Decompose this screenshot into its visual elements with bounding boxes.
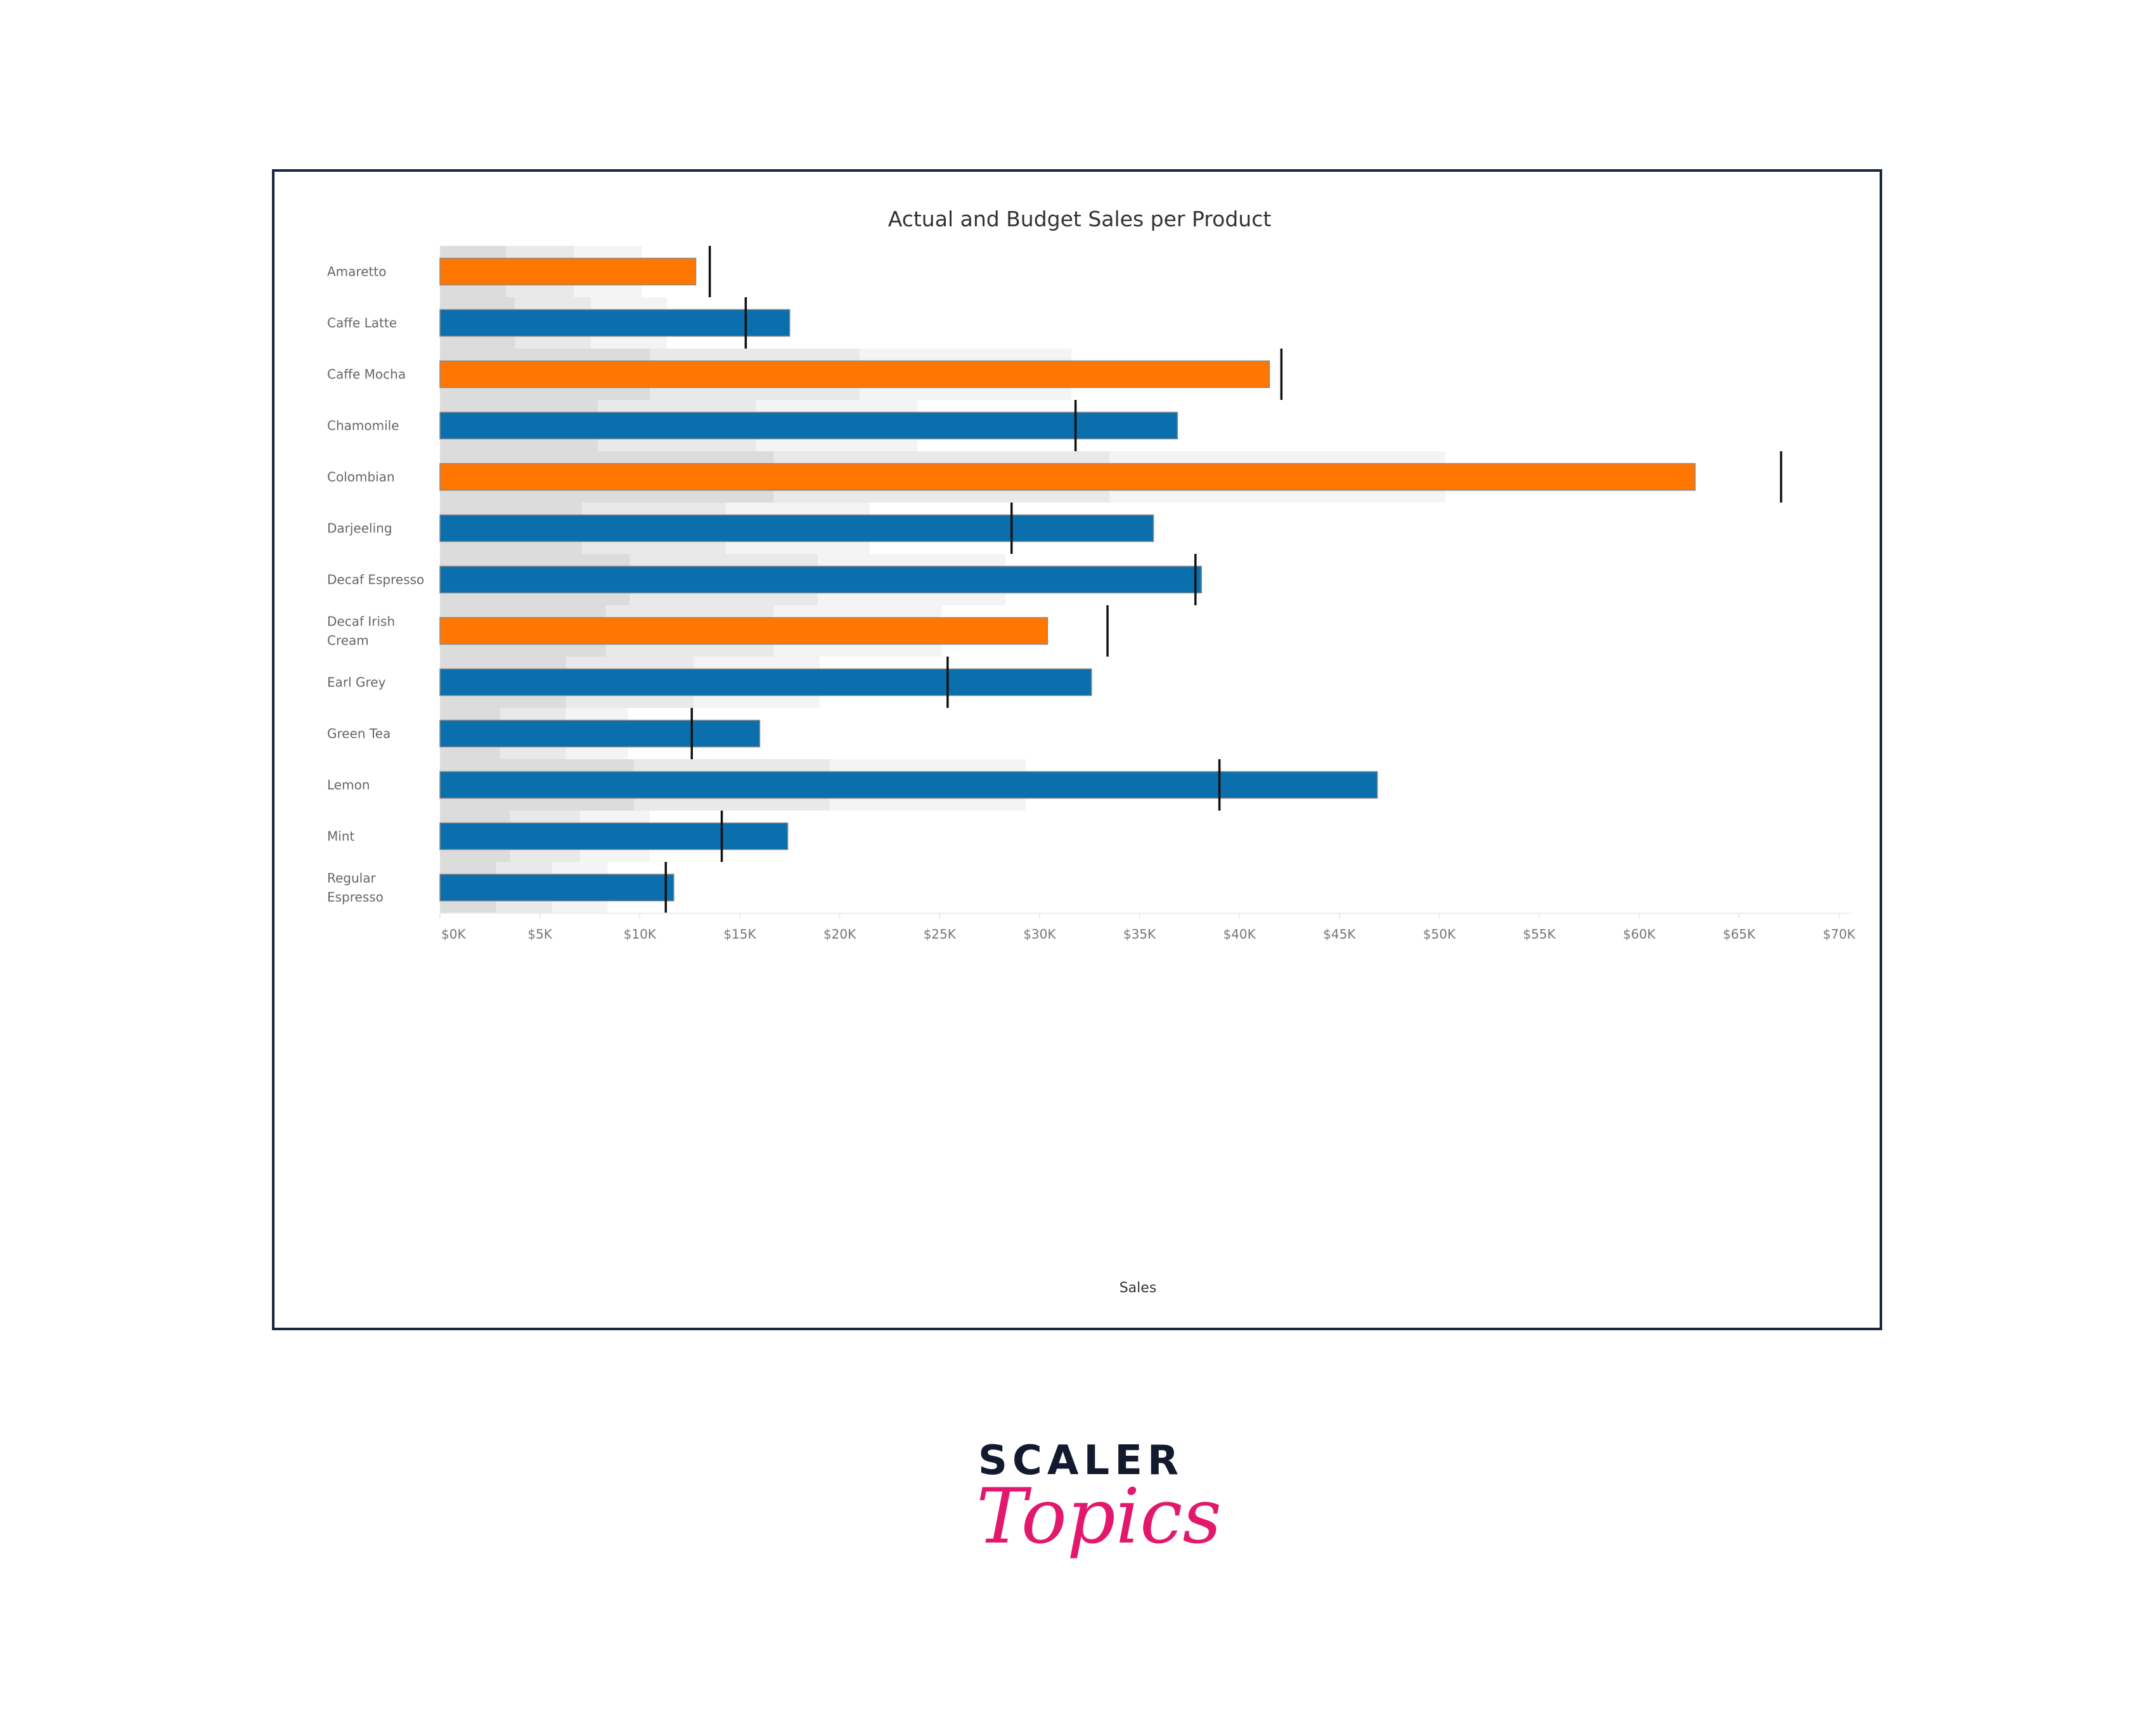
actual-bar (439, 565, 1202, 594)
category-label-line: Caffe Latte (327, 316, 397, 331)
x-tick-label: $35K (1123, 927, 1156, 942)
category-label: Caffe Mocha (327, 367, 406, 382)
category-label: Regular Espresso (327, 871, 384, 905)
x-tick-label: $70K (1823, 927, 1856, 942)
category-label: Earl Grey (327, 675, 386, 690)
category-label: Colombian (327, 470, 395, 485)
category-label-line: Lemon (327, 778, 370, 793)
category-label-line: Darjeeling (327, 521, 392, 536)
actual-bar (439, 617, 1049, 645)
x-tick-label: $10K (624, 927, 657, 942)
category-label: Caffe Latte (327, 316, 397, 331)
logo-topics-text: Topics (976, 1473, 1222, 1561)
category-label-line: Regular (327, 871, 376, 886)
actual-bar (439, 463, 1696, 491)
category-label: Lemon (327, 778, 370, 793)
category-label-line: Green Tea (327, 726, 391, 741)
category-label-line: Espresso (327, 890, 384, 905)
category-label: Green Tea (327, 726, 391, 741)
category-label-line: Amaretto (327, 264, 386, 279)
category-label: Decaf Espresso (327, 572, 424, 587)
chart-title: Actual and Budget Sales per Product (888, 207, 1272, 231)
actual-bar (439, 411, 1178, 440)
category-label-line: Mint (327, 829, 354, 844)
x-tick-label: $40K (1223, 927, 1256, 942)
actual-bar (439, 822, 789, 850)
actual-bar (439, 719, 761, 748)
x-tick-label: $45K (1323, 927, 1356, 942)
category-label-line: Colombian (327, 470, 395, 485)
category-label: Mint (327, 829, 354, 844)
x-tick-label: $50K (1423, 927, 1456, 942)
scaler-topics-logo: SCALER Topics (976, 1437, 1222, 1561)
x-tick-label: $0K (441, 927, 466, 942)
category-label: Amaretto (327, 264, 386, 279)
category-label-line: Decaf Espresso (327, 572, 424, 587)
x-tick-label: $30K (1023, 927, 1056, 942)
x-tick-label: $5K (527, 927, 552, 942)
actual-bar (439, 668, 1092, 696)
actual-bar (439, 257, 697, 286)
x-tick-label: $20K (823, 927, 856, 942)
actual-bar (439, 873, 675, 902)
logo-scaler-text: SCALER (978, 1437, 1184, 1484)
chart-frame: Actual and Budget Sales per Product Amar… (272, 169, 1882, 1330)
category-label-line: Earl Grey (327, 675, 386, 690)
x-tick-label: $55K (1523, 927, 1556, 942)
category-label-line: Cream (327, 633, 369, 648)
actual-bar (439, 360, 1270, 388)
x-tick-label: $65K (1723, 927, 1756, 942)
actual-bar (439, 514, 1154, 542)
bullet-chart: Actual and Budget Sales per Product Amar… (327, 207, 1856, 1296)
x-tick-label: $15K (723, 927, 756, 942)
x-axis-label: Sales (1120, 1280, 1157, 1296)
category-label-line: Chamomile (327, 418, 399, 433)
category-label-line: Decaf Irish (327, 614, 395, 629)
category-label: Darjeeling (327, 521, 392, 536)
category-label: Decaf Irish Cream (327, 614, 395, 648)
category-label-line: Caffe Mocha (327, 367, 406, 382)
actual-bar (439, 771, 1378, 799)
actual-bar (439, 309, 791, 337)
x-tick-label: $60K (1623, 927, 1656, 942)
category-label: Chamomile (327, 418, 399, 433)
x-tick-label: $25K (924, 927, 957, 942)
